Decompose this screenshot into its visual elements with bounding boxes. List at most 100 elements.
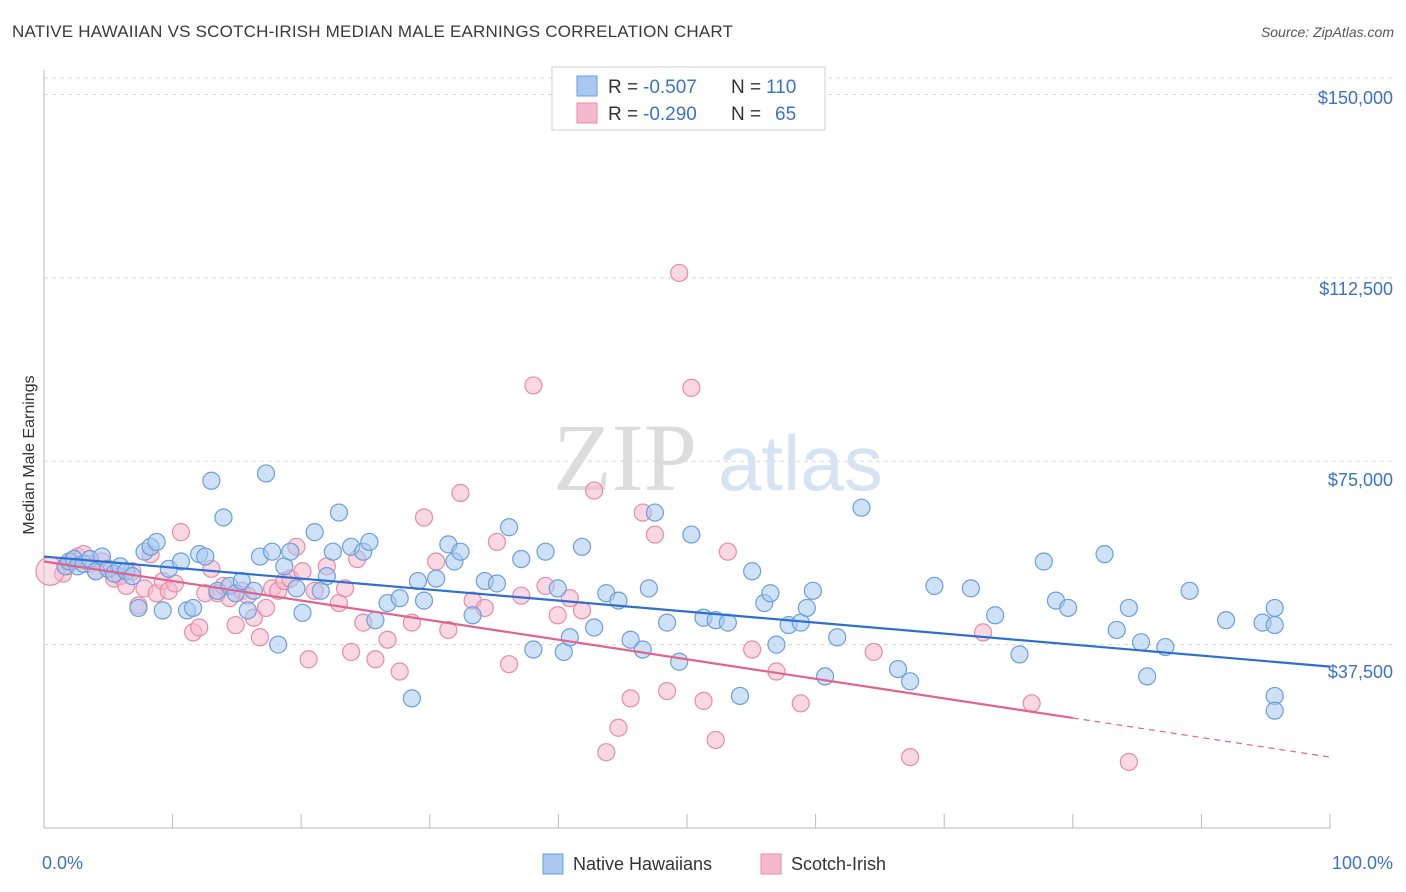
native-hawaiians-point (761, 584, 780, 603)
native-hawaiians-point (657, 613, 677, 632)
native-hawaiians-point (852, 498, 871, 517)
native-hawaiians-point (901, 672, 920, 691)
scotch-irish-point (390, 662, 409, 681)
native-hawaiians-point (743, 562, 762, 581)
watermark-atlas: atlas (718, 419, 883, 507)
native-hawaiians-point (1216, 611, 1236, 630)
native-hawaiians-point (129, 598, 148, 618)
scotch-irish-point (1022, 694, 1041, 713)
legend-n-label: N = (731, 77, 761, 98)
scotch-irish-point (366, 650, 385, 669)
native-hawaiians-point (1010, 645, 1029, 664)
native-hawaiians-point (1034, 552, 1053, 571)
native-hawaiians-point (633, 640, 652, 659)
scotch-irish-point (414, 508, 434, 527)
native-hawaiians-point (730, 686, 750, 706)
native-hawaiians-point (269, 635, 288, 654)
legend-n-label: N = (731, 104, 761, 125)
scotch-irish-points (35, 263, 1138, 772)
native-hawaiians-point (621, 630, 640, 649)
native-hawaiians-point (1095, 545, 1114, 564)
native-hawaiians-point (888, 659, 908, 679)
native-hawaiians-point (1119, 598, 1138, 618)
scotch-irish-trend-line (43, 560, 1073, 720)
native-hawaiians-point (536, 542, 555, 561)
native-hawaiians-point (797, 598, 816, 618)
native-hawaiians-point (427, 569, 446, 588)
y-axis-label: Median Male Earnings (21, 375, 38, 534)
scotch-irish-point (743, 640, 762, 659)
native-hawaiians-point (256, 464, 276, 483)
scotch-irish-point (299, 650, 318, 669)
native-hawaiians-point (414, 591, 434, 610)
native-hawaiians-point (986, 606, 1005, 625)
y-tick-label: $37,500 (1328, 662, 1393, 682)
legend-label-scotch-irish: Scotch-Irish (791, 854, 886, 874)
scotch-irish-point (250, 628, 270, 647)
native-hawaiians-point (1265, 615, 1284, 635)
scotch-irish-point (682, 378, 701, 397)
scotch-irish-point (548, 606, 567, 625)
series-legend: Native Hawaiians Scotch-Irish (542, 853, 886, 875)
scotch-irish-point (1119, 752, 1138, 772)
native-hawaiians-point (1131, 633, 1151, 652)
native-hawaiians-point (171, 552, 191, 571)
legend-r-label: R = (608, 77, 638, 98)
scotch-irish-point (171, 523, 191, 542)
native-hawaiians-point (451, 542, 470, 561)
native-hawaiians-point (645, 503, 665, 522)
scotch-irish-point (864, 642, 883, 662)
native-hawaiians-point (828, 628, 847, 647)
native-hawaiians-point (961, 579, 980, 598)
native-hawaiians-point (487, 574, 507, 593)
native-hawaiians-point (1180, 581, 1199, 600)
x-tick-marks (172, 814, 1331, 828)
scotch-irish-point (499, 655, 519, 674)
native-hawaiians-point (287, 579, 306, 598)
scotch-irish-point (341, 642, 361, 662)
scotch-irish-trend-extension (1072, 717, 1331, 758)
native-hawaiians-point (281, 542, 300, 561)
native-hawaiians-point (1137, 667, 1157, 686)
stats-legend: R = -0.507 N = 110 R = -0.290 N = 65 (551, 66, 826, 131)
native-hawaiians-point (238, 601, 257, 620)
native-hawaiians-point (524, 640, 543, 659)
native-hawaiians-point (366, 611, 385, 630)
native-hawaiians-point (1107, 620, 1126, 640)
legend-swatch-native-hawaiians (542, 853, 564, 875)
native-hawaiians-point (263, 542, 282, 561)
scotch-irish-point (226, 615, 245, 635)
native-hawaiians-point (670, 652, 689, 671)
native-hawaiians-point (499, 518, 519, 537)
native-hawaiians-point (1265, 598, 1284, 618)
native-hawaiians-point (329, 503, 349, 522)
native-hawaiians-point (214, 508, 233, 527)
scotch-irish-point (512, 586, 531, 605)
native-hawaiians-point (548, 579, 567, 598)
native-hawaiians-point (463, 606, 482, 625)
native-hawaiians-point (512, 549, 531, 569)
scotch-irish-point (621, 689, 640, 708)
scotch-irish-point (190, 618, 209, 637)
native-hawaiians-point (925, 576, 944, 596)
native-hawaiians-point (572, 537, 592, 556)
native-hawaiians-point (1265, 701, 1284, 720)
chart-title: NATIVE HAWAIIAN VS SCOTCH-IRISH MEDIAN M… (12, 22, 734, 41)
scotch-irish-point (524, 376, 543, 395)
native-hawaiians-point (196, 547, 215, 566)
native-hawaiians-point (323, 542, 342, 561)
legend-r-value: -0.507 (643, 77, 697, 98)
scotch-irish-point (597, 743, 616, 762)
legend-n-value: 110 (766, 77, 796, 98)
source-label: Source: ZipAtlas.com (1260, 24, 1394, 40)
native-hawaiians-point (184, 598, 203, 618)
native-hawaiians-point (202, 471, 221, 490)
scotch-irish-point (657, 681, 677, 701)
gridlines (44, 77, 1392, 646)
scotch-irish-point (451, 483, 470, 503)
scotch-irish-point (572, 601, 592, 620)
legend-swatch-scotch-irish (760, 853, 782, 875)
y-tick-label: $75,000 (1328, 470, 1393, 490)
native-hawaiians-point (639, 579, 658, 598)
legend-n-value: 65 (775, 104, 796, 125)
